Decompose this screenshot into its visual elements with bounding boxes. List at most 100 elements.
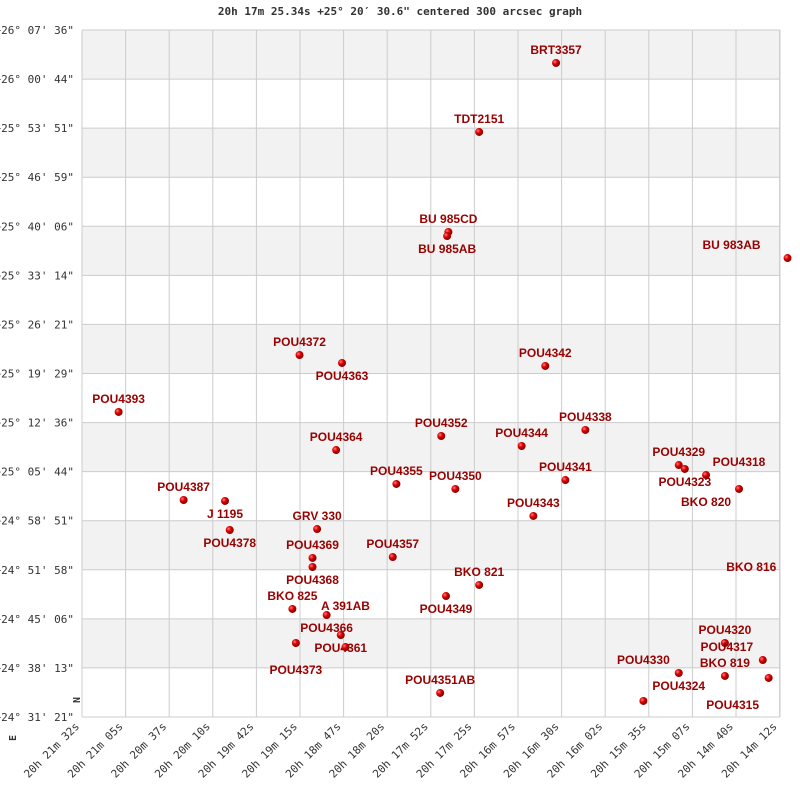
star-marker[interactable] — [221, 496, 230, 505]
star-marker[interactable] — [720, 639, 729, 648]
star-label: POU4349 — [420, 602, 473, 616]
star-marker[interactable] — [517, 442, 526, 451]
star-point[interactable]: POU4323 — [658, 464, 711, 489]
star-marker[interactable] — [581, 425, 590, 434]
star-point[interactable]: POU4361 — [314, 631, 367, 655]
star-marker[interactable] — [336, 631, 345, 640]
star-label: POU4361 — [314, 641, 367, 655]
star-marker[interactable] — [561, 476, 570, 485]
y-tick-label: +25° 12' 36" — [0, 417, 74, 430]
star-label: POU4378 — [203, 536, 256, 550]
star-marker[interactable] — [541, 361, 550, 370]
star-marker[interactable] — [291, 639, 300, 648]
star-marker[interactable] — [680, 464, 689, 473]
star-point[interactable]: POU4393 — [92, 392, 145, 416]
star-marker[interactable] — [341, 643, 350, 652]
star-point[interactable]: POU4369 — [286, 538, 339, 562]
star-marker[interactable] — [720, 671, 729, 680]
star-point[interactable]: POU4373 — [270, 639, 323, 677]
star-marker[interactable] — [529, 511, 538, 520]
star-marker[interactable] — [288, 604, 297, 613]
star-marker[interactable] — [475, 127, 484, 136]
star-label: POU4320 — [699, 623, 752, 637]
star-point[interactable]: POU4355 — [370, 464, 423, 488]
star-label: POU4338 — [559, 410, 612, 424]
star-label: GRV 330 — [293, 509, 342, 523]
compass-north: N — [72, 697, 83, 703]
star-point[interactable]: POU4372 — [273, 335, 326, 360]
star-marker[interactable] — [308, 562, 317, 571]
star-label: POU4366 — [300, 621, 353, 635]
star-point[interactable]: POU4387 — [157, 480, 210, 505]
star-point[interactable]: POU4364 — [310, 430, 363, 455]
star-marker[interactable] — [639, 696, 648, 705]
star-marker[interactable] — [114, 407, 123, 416]
y-tick-label: +26° 00' 44" — [0, 73, 74, 86]
star-marker[interactable] — [758, 656, 767, 665]
star-point[interactable]: POU4343 — [507, 496, 560, 520]
star-point[interactable]: POU4315 — [706, 673, 773, 712]
star-point[interactable]: BU 983AB — [703, 238, 792, 263]
star-point[interactable]: POU4350 — [429, 469, 482, 493]
star-point[interactable]: POU4341 — [539, 460, 592, 485]
star-point[interactable]: BRT3357 — [530, 43, 582, 67]
star-label: POU4324 — [652, 679, 705, 693]
star-marker[interactable] — [437, 432, 446, 441]
star-point[interactable]: BKO 819 — [700, 656, 750, 680]
star-point[interactable]: POU4342 — [519, 346, 572, 370]
star-point[interactable]: J 1195 — [207, 496, 243, 521]
star-marker[interactable] — [388, 552, 397, 561]
star-marker[interactable] — [332, 446, 341, 455]
star-point[interactable]: TDT2151 — [454, 112, 504, 136]
star-point[interactable]: POU4378 — [203, 525, 256, 550]
star-marker[interactable] — [552, 58, 561, 67]
star-marker[interactable] — [475, 580, 484, 589]
star-point[interactable]: BU 985AB — [418, 232, 476, 256]
star-point[interactable]: POU4320 — [699, 623, 752, 648]
star-marker[interactable] — [308, 553, 317, 562]
star-marker[interactable] — [338, 358, 347, 367]
star-point[interactable]: POU4344 — [495, 426, 548, 451]
star-marker[interactable] — [436, 688, 445, 697]
star-label: POU4357 — [366, 537, 419, 551]
star-marker[interactable] — [764, 673, 773, 682]
star-point[interactable]: POU4352 — [415, 416, 468, 441]
star-point[interactable]: POU4329 — [652, 445, 705, 470]
star-marker[interactable] — [322, 611, 331, 620]
y-tick-label: +25° 33' 14" — [0, 269, 74, 282]
star-point[interactable]: GRV 330 — [293, 509, 342, 534]
star-point[interactable]: POU4351AB — [405, 673, 476, 697]
star-marker[interactable] — [702, 471, 711, 480]
star-marker[interactable] — [442, 592, 451, 601]
star-marker[interactable] — [313, 525, 322, 534]
star-label: POU4369 — [286, 538, 339, 552]
star-point[interactable]: BKO 821 — [454, 565, 504, 589]
star-point[interactable]: POU4368 — [286, 562, 339, 587]
star-point[interactable]: POU4317 — [700, 640, 767, 665]
star-marker[interactable] — [735, 484, 744, 493]
star-point[interactable]: POU4330 — [617, 653, 670, 705]
star-point[interactable]: A 391AB — [321, 599, 370, 652]
star-marker[interactable] — [225, 525, 234, 534]
star-point[interactable]: BKO 825 — [267, 589, 318, 613]
star-point[interactable]: BKO 816 — [726, 560, 800, 584]
star-marker[interactable] — [451, 484, 460, 493]
star-marker[interactable] — [783, 254, 792, 263]
star-point[interactable]: POU4318 — [713, 455, 766, 493]
star-marker[interactable] — [295, 351, 304, 360]
star-marker[interactable] — [443, 232, 452, 241]
star-point[interactable]: POU4338 — [559, 410, 612, 434]
star-marker[interactable] — [674, 461, 683, 470]
star-point[interactable]: POU4324 — [652, 668, 705, 693]
star-label: POU4368 — [286, 573, 339, 587]
star-point[interactable]: POU4357 — [366, 537, 419, 561]
star-label: BU 985CD — [419, 212, 477, 226]
star-label: POU4330 — [617, 653, 670, 667]
star-point[interactable]: POU4349 — [420, 592, 473, 616]
star-marker[interactable] — [674, 668, 683, 677]
star-point[interactable]: POU4363 — [316, 358, 369, 383]
star-marker[interactable] — [392, 479, 401, 488]
star-point[interactable]: BKO 820 — [681, 471, 731, 509]
star-marker[interactable] — [179, 496, 188, 505]
